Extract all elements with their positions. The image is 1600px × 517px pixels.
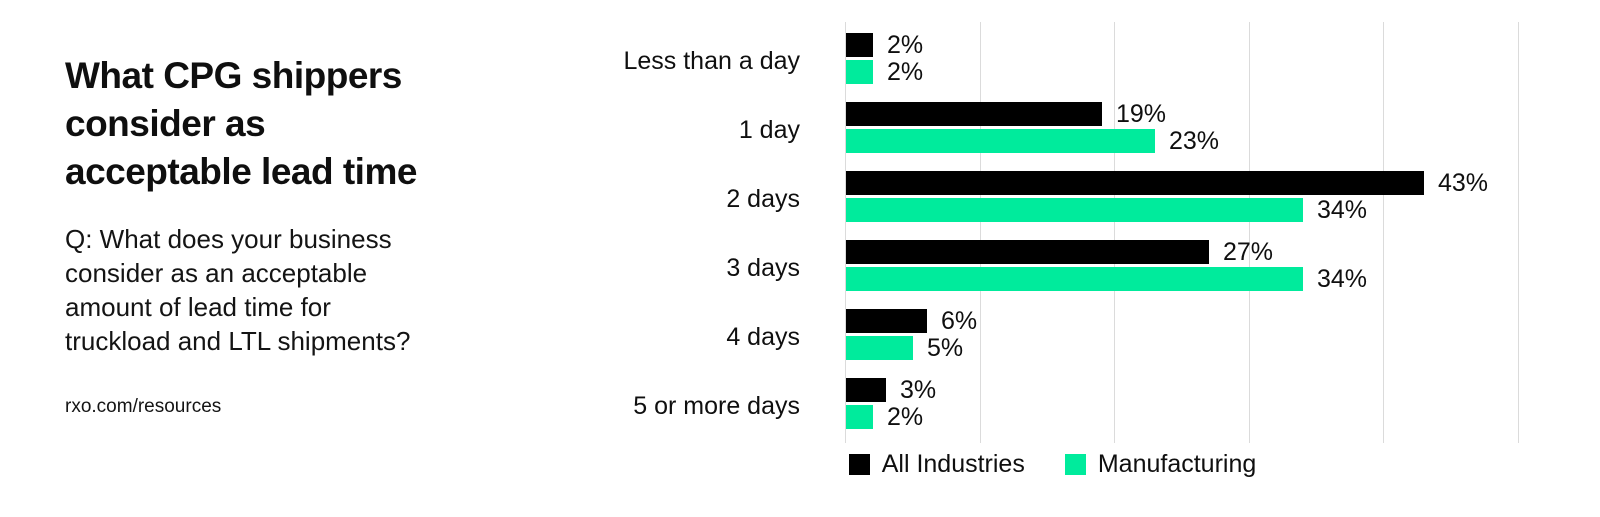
category-label: 2 days [726,185,800,213]
question-line: consider as an acceptable [65,258,368,288]
value-label: 34% [1317,265,1368,293]
value-label: 6% [941,307,978,335]
bar-all-industries [846,102,1102,126]
value-label: 23% [1169,127,1220,155]
question-line: truckload and LTL shipments? [65,326,411,356]
value-label: 2% [887,403,924,431]
chart-title: What CPG shippers consider as acceptable… [65,52,515,196]
legend-label: Manufacturing [1097,450,1257,478]
category-label: Less than a day [623,47,800,75]
gridline [845,22,846,443]
bar-manufacturing [846,198,1303,222]
gridline [1114,22,1115,443]
value-label: 2% [887,58,924,86]
value-label: 27% [1223,238,1274,266]
title-line: consider as [65,103,266,144]
value-label: 34% [1317,196,1368,224]
value-label: 2% [887,31,924,59]
category-label: 5 or more days [633,392,800,420]
gridline [1383,22,1384,443]
legend-item-manufacturing: Manufacturing [1064,450,1257,479]
gridline [1518,22,1519,443]
source-url: rxo.com/resources [65,396,222,417]
value-label: 43% [1438,169,1489,197]
legend: All Industries Manufacturing [545,450,1560,479]
bar-manufacturing [846,405,873,429]
legend-swatch [1064,454,1086,475]
gridline [1249,22,1250,443]
value-label: 3% [900,376,937,404]
bar-all-industries [846,240,1209,264]
bar-all-industries [846,33,873,57]
bar-all-industries [846,171,1424,195]
question-line: amount of lead time for [65,292,331,322]
category-label: 4 days [726,323,800,351]
value-label: 5% [927,334,964,362]
bar-all-industries [846,309,927,333]
question-line: Q: What does your business [65,224,392,254]
bar-manufacturing [846,60,873,84]
bar-all-industries [846,378,886,402]
value-label: 19% [1116,100,1167,128]
bar-manufacturing [846,267,1303,291]
title-line: What CPG shippers [65,55,402,96]
bar-manufacturing [846,129,1155,153]
legend-item-all-industries: All Industries [848,450,1025,479]
survey-question: Q: What does your business consider as a… [65,222,515,358]
bar-manufacturing [846,336,913,360]
gridline [980,22,981,443]
legend-swatch [848,454,870,475]
category-label: 1 day [738,116,800,144]
legend-label: All Industries [881,450,1025,478]
left-panel: What CPG shippers consider as acceptable… [65,52,515,418]
category-label: 3 days [726,254,800,282]
title-line: acceptable lead time [65,151,417,192]
